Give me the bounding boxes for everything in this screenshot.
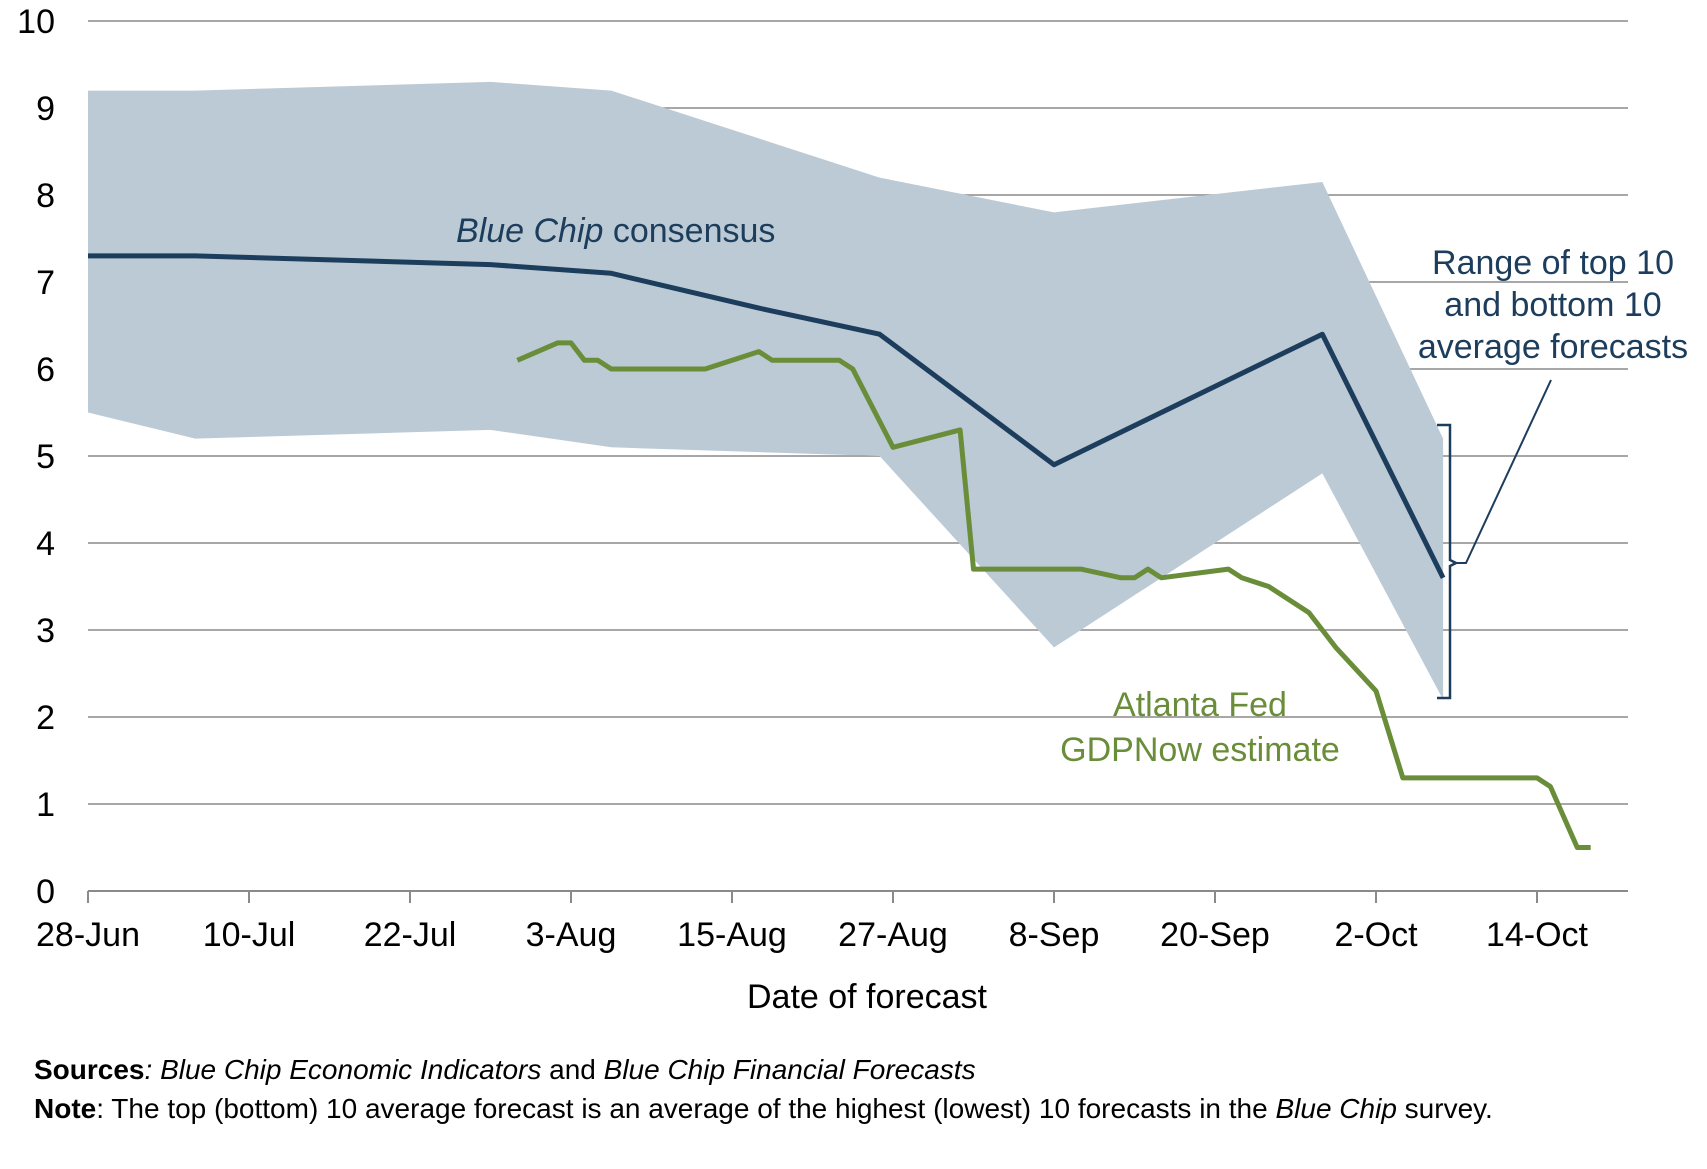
y-tick-label: 6	[36, 351, 55, 389]
x-tick-label: 27-Aug	[838, 916, 948, 954]
y-tick-label: 5	[36, 438, 55, 476]
y-tick-label: 0	[36, 873, 55, 911]
range-annotation-line3: average forecasts	[1418, 328, 1688, 366]
y-tick-labels: 0 1 2 3 4 5 6 7 8 9 10	[17, 3, 55, 911]
forecast-range-band	[88, 81, 1444, 700]
range-annotation-line2: and bottom 10	[1444, 286, 1661, 324]
y-tick-label: 4	[36, 525, 55, 563]
x-tick-labels: 28-Jun 10-Jul 22-Jul 3-Aug 15-Aug 27-Aug 8-Sep…	[36, 916, 1589, 954]
range-annotation: Range of top 10 and bottom 10 average fo…	[1418, 244, 1688, 366]
chart-footer: Sources: Blue Chip Economic Indicators a…	[34, 1050, 1674, 1128]
sources-line: Sources: Blue Chip Economic Indicators a…	[34, 1054, 976, 1085]
x-tick-label: 15-Aug	[677, 916, 787, 954]
x-tick-label: 22-Jul	[364, 916, 457, 954]
y-tick-label: 3	[36, 612, 55, 650]
y-tick-label: 9	[36, 90, 55, 128]
range-annotation-line1: Range of top 10	[1432, 244, 1674, 282]
x-tick-label: 20-Sep	[1160, 916, 1270, 954]
range-leader-line	[1456, 379, 1552, 564]
y-tick-label: 1	[36, 786, 55, 824]
x-tick-label: 28-Jun	[36, 916, 140, 954]
x-tick-label: 3-Aug	[526, 916, 617, 954]
x-tick-label: 10-Jul	[203, 916, 296, 954]
note-line: Note: The top (bottom) 10 average foreca…	[34, 1093, 1493, 1124]
gdpnow-annotation: Atlanta Fed GDPNow estimate	[1060, 686, 1340, 769]
x-axis-label: Date of forecast	[747, 978, 988, 1016]
y-tick-label: 8	[36, 177, 55, 215]
gdpnow-annotation-line1: Atlanta Fed	[1113, 686, 1287, 724]
y-tick-label: 10	[17, 3, 55, 41]
chart: 0 1 2 3 4 5 6 7 8 9 10 28-Jun 10-Jul 22-Jul 3-Aug 15-A…	[17, 3, 1688, 1016]
y-tick-label: 2	[36, 699, 55, 737]
axes	[87, 890, 1628, 903]
gdpnow-estimate-line	[516, 340, 1591, 850]
y-tick-label: 7	[36, 264, 55, 302]
gdpnow-annotation-line2: GDPNow estimate	[1060, 731, 1340, 769]
x-tick-label: 2-Oct	[1334, 916, 1418, 954]
x-tick-label: 14-Oct	[1486, 916, 1589, 954]
x-tick-label: 8-Sep	[1009, 916, 1100, 954]
blue-chip-consensus-line	[88, 253, 1446, 579]
blue-chip-annotation: Blue Chip consensus	[456, 212, 775, 250]
